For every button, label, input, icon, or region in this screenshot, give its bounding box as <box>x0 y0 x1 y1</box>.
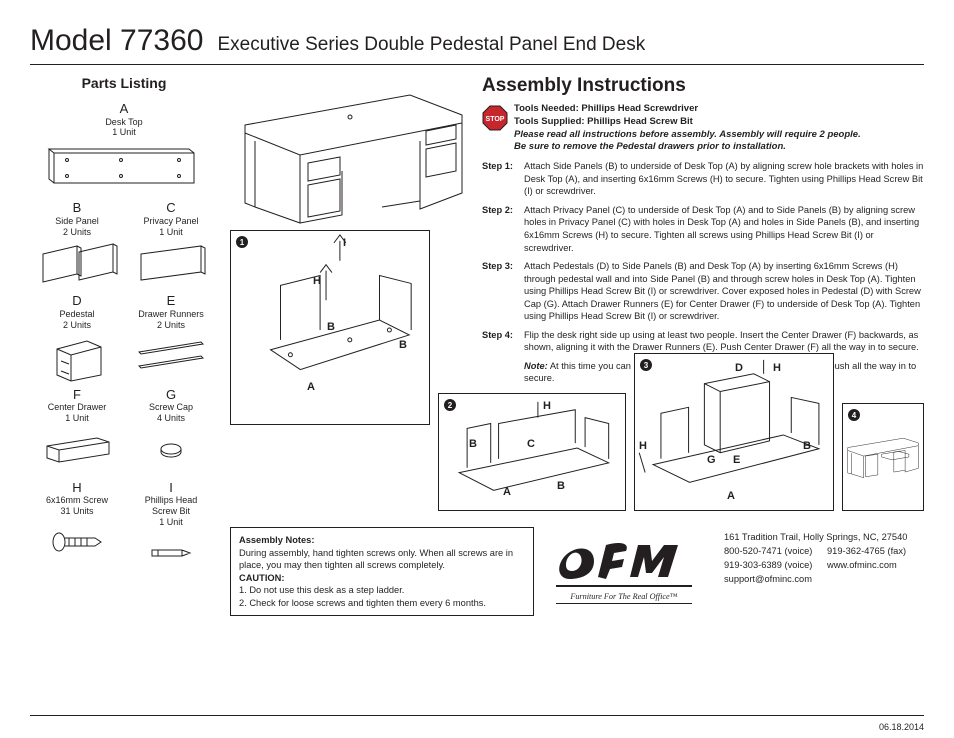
part-A: A Desk Top 1 Unit <box>44 101 204 192</box>
part-F: F Center Drawer 1 Unit <box>33 387 121 472</box>
svg-text:1: 1 <box>240 238 245 247</box>
ofm-logo: Furniture For The Real Office™ <box>550 531 710 616</box>
part-D: D Pedestal 2 Units <box>33 293 121 378</box>
sketch-bit <box>127 530 215 576</box>
part-B: B Side Panel 2 Units <box>33 200 121 285</box>
sketch-desktop <box>44 140 204 192</box>
right-column: Assembly Instructions STOP Tools Needed:… <box>230 75 924 687</box>
svg-text:STOP: STOP <box>486 116 505 123</box>
diagram-2: 2 H B C A B <box>438 393 626 511</box>
svg-text:3: 3 <box>644 361 649 370</box>
parts-listing: Parts Listing A Desk Top 1 Unit B <box>30 75 218 687</box>
contact-info: 161 Tradition Trail, Holly Springs, NC, … <box>724 531 924 587</box>
part-E: E Drawer Runners 2 Units <box>127 293 215 378</box>
model-number: Model 77360 <box>30 24 203 58</box>
bottom-row: Assembly Notes: During assembly, hand ti… <box>230 527 924 616</box>
diagram-4: 4 F <box>842 403 924 511</box>
part-I: I Phillips Head Screw Bit 1 Unit <box>127 480 215 576</box>
svg-text:Furniture For The Real Office™: Furniture For The Real Office™ <box>569 592 677 601</box>
stop-icon: STOP <box>482 105 508 131</box>
sketch-screwcap <box>127 426 215 472</box>
svg-text:2: 2 <box>448 401 453 410</box>
sketch-pedestal <box>33 333 121 379</box>
main-layout: Parts Listing A Desk Top 1 Unit B <box>30 75 924 687</box>
sketch-runners <box>127 333 215 379</box>
tools-block: Tools Needed: Phillips Head Screwdriver … <box>514 103 861 154</box>
model-subtitle: Executive Series Double Pedestal Panel E… <box>217 34 645 56</box>
rule-bottom <box>30 715 924 716</box>
diagram-1: 1 I H B B A <box>230 230 430 425</box>
part-H: H 6x16mm Screw 31 Units <box>33 480 121 576</box>
title-row: Model 77360 Executive Series Double Pede… <box>30 24 924 58</box>
sketch-privacy <box>127 239 215 285</box>
part-G: G Screw Cap 4 Units <box>127 387 215 472</box>
sketch-centerdrawer <box>33 426 121 472</box>
sketch-screw <box>33 519 121 565</box>
parts-title: Parts Listing <box>30 75 218 91</box>
revision-date: 06.18.2014 <box>879 722 924 732</box>
rule-top <box>30 64 924 65</box>
hero-illustration <box>230 75 470 225</box>
sketch-sidepanel <box>33 239 121 285</box>
instructions-heading: Assembly Instructions <box>482 75 924 97</box>
diagram-row: 1 I H B B A 2 <box>230 315 924 515</box>
svg-text:4: 4 <box>852 411 857 420</box>
assembly-notes: Assembly Notes: During assembly, hand ti… <box>230 527 534 616</box>
part-C: C Privacy Panel 1 Unit <box>127 200 215 285</box>
diagram-3: 3 D H H G E B A <box>634 353 834 511</box>
